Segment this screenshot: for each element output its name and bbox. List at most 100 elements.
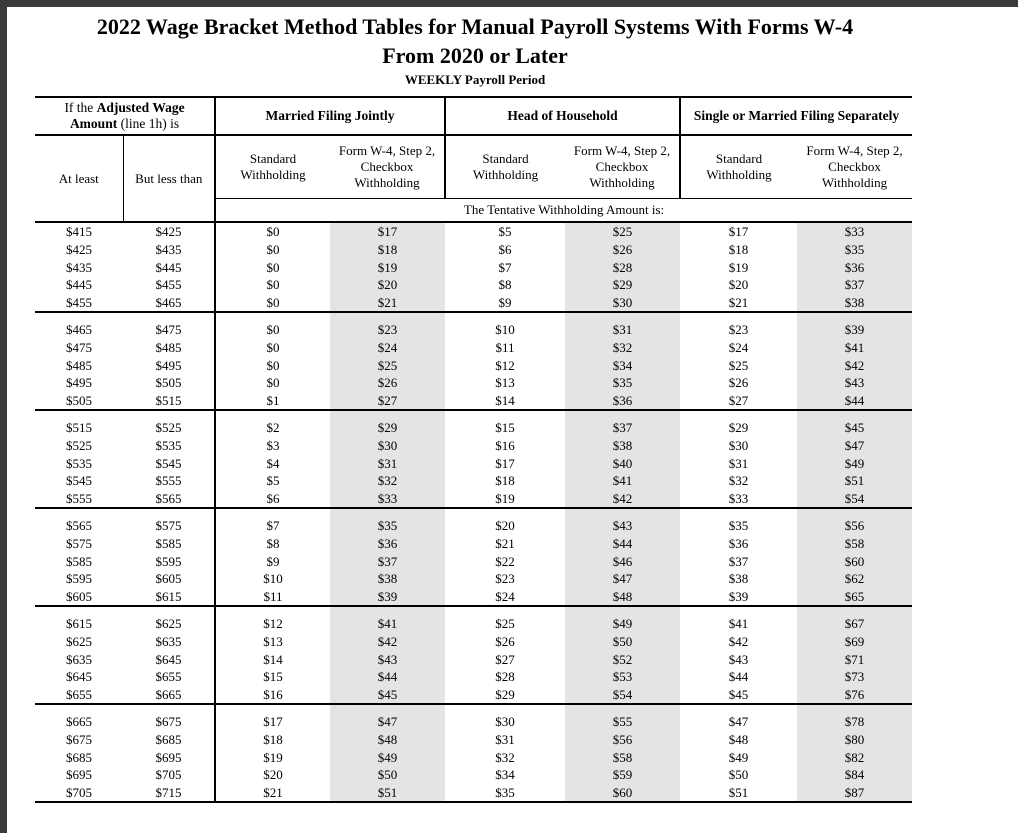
separator-cell: [565, 704, 681, 714]
separator-cell: [330, 410, 446, 420]
table-cell: $37: [330, 552, 446, 570]
table-cell: $415: [66, 224, 92, 240]
table-cell: $585: [66, 553, 92, 569]
table-cell: $48: [565, 587, 681, 608]
separator-cell: [123, 704, 217, 714]
table-row: $685 $695 $19 $49 $32 $58 $49 $82: [35, 748, 913, 766]
table-cell: $705: [123, 765, 217, 784]
table-cell: $37: [797, 275, 913, 294]
table-cell: $29: [445, 685, 566, 706]
table-cell: $38: [330, 569, 446, 588]
table-cell: $51: [797, 471, 913, 490]
table-row: $625 $635 $13 $42 $26 $50 $42 $69: [35, 632, 913, 651]
separator-cell: [797, 704, 913, 714]
table-cell: $39: [330, 587, 446, 608]
table-cell: $475: [66, 340, 92, 356]
separator-cell: [445, 508, 565, 517]
table-cell: $42: [565, 489, 681, 510]
table-cell: $27: [495, 651, 515, 667]
wage-header-bold: Adjusted Wage Amount: [69, 100, 185, 132]
table-cell: $565: [66, 518, 92, 534]
table-row: $585 $595 $9 $37 $22 $46 $37 $60: [35, 552, 913, 570]
table-cell: $505: [35, 391, 123, 412]
table-cell: $665: [66, 714, 92, 730]
table-row: $595 $605 $10 $38 $23 $47 $38 $62: [35, 569, 913, 588]
table-cell: $31: [565, 321, 681, 339]
table-cell: $9: [266, 553, 280, 569]
table-cell: $21: [680, 293, 798, 314]
table-cell: $715: [123, 783, 217, 803]
group-separator: [35, 704, 913, 714]
table-cell: $25: [565, 222, 681, 241]
table-cell: $42: [797, 356, 913, 374]
table-cell: $13: [263, 633, 283, 649]
separator-cell: [445, 312, 565, 321]
separator-cell: [680, 508, 797, 517]
filing-group-header-single: Single or Married Filing Separately: [680, 96, 913, 137]
payroll-period-subtitle: WEEKLY Payroll Period: [404, 72, 546, 88]
table-cell: $47: [330, 713, 446, 731]
standard-withholding-header-mfj: Standard Withholding: [215, 135, 331, 200]
table-cell: $33: [797, 222, 913, 241]
table-cell: $425: [66, 242, 92, 258]
table-cell: $16: [495, 438, 515, 454]
separator-cell: [797, 410, 913, 420]
wage-amount-header: If the Adjusted Wage Amount (line 1h) is: [35, 96, 217, 137]
table-cell: $455: [123, 275, 217, 294]
wage-header-suffix: (line 1h) is: [117, 116, 180, 132]
table-cell: $555: [35, 489, 123, 510]
table-cell: $445: [123, 258, 217, 276]
table-cell: $695: [123, 748, 217, 766]
separator-cell: [215, 606, 330, 615]
withholding-type-header-row: At least But less than Standard Withhold…: [35, 135, 913, 224]
table-cell: $15: [495, 420, 515, 436]
table-cell: $47: [797, 436, 913, 455]
table-cell: $50: [565, 632, 681, 651]
filing-group-header-mfj: Married Filing Jointly: [215, 96, 447, 137]
table-cell: $69: [797, 632, 913, 651]
separator-cell: [680, 410, 797, 419]
table-row: $495 $505 $0 $26 $13 $35 $26 $43: [35, 373, 913, 392]
table-cell: $80: [797, 730, 913, 749]
table-cell: $59: [565, 765, 681, 784]
table-cell: $31: [728, 455, 749, 471]
table-cell: $60: [565, 783, 681, 803]
table-row: $445 $455 $0 $20 $8 $29 $20 $37: [35, 275, 913, 294]
table-cell: $555: [123, 471, 217, 490]
table-cell: $435: [123, 240, 217, 259]
table-cell: $515: [123, 391, 217, 412]
separator-cell: [215, 312, 330, 321]
separator-cell: [123, 508, 217, 518]
table-cell: $26: [728, 375, 749, 391]
page-title-line1: 2022 Wage Bracket Method Tables for Manu…: [96, 14, 854, 39]
table-cell: $32: [565, 338, 681, 357]
table-cell: $42: [330, 632, 446, 651]
table-cell: $50: [728, 767, 749, 783]
filing-group-header-hoh: Head of Household: [445, 96, 682, 137]
table-cell: $605: [123, 569, 217, 588]
table-row: $525 $535 $3 $30 $16 $38 $30 $47: [35, 436, 913, 455]
table-cell: $11: [495, 340, 515, 356]
table-cell: $1: [215, 391, 331, 412]
table-cell: $635: [123, 632, 217, 651]
table-cell: $10: [263, 571, 283, 587]
checkbox-withholding-header-mfj: Form W-4, Step 2, Checkbox Withholding: [330, 135, 447, 200]
group-separator: [35, 508, 913, 518]
table-cell: $23: [728, 322, 749, 338]
filing-status-header-row: If the Adjusted Wage Amount (line 1h) is…: [35, 96, 913, 137]
top-frame-bar: [0, 0, 1018, 7]
table-cell: $87: [797, 783, 913, 803]
separator-cell: [797, 606, 913, 616]
table-cell: $605: [35, 587, 123, 608]
table-cell: $12: [495, 357, 515, 373]
table-cell: $84: [797, 765, 913, 784]
page-title-line2: From 2020 or Later: [382, 42, 568, 68]
separator-cell: [565, 410, 681, 420]
separator-cell: [330, 508, 446, 518]
table-cell: $44: [728, 669, 749, 685]
table-cell: $51: [680, 783, 798, 803]
table-cell: $54: [565, 685, 681, 706]
standard-withholding-header-hoh: Standard Withholding: [445, 135, 566, 200]
table-cell: $13: [495, 375, 515, 391]
table-cell: $43: [330, 650, 446, 668]
